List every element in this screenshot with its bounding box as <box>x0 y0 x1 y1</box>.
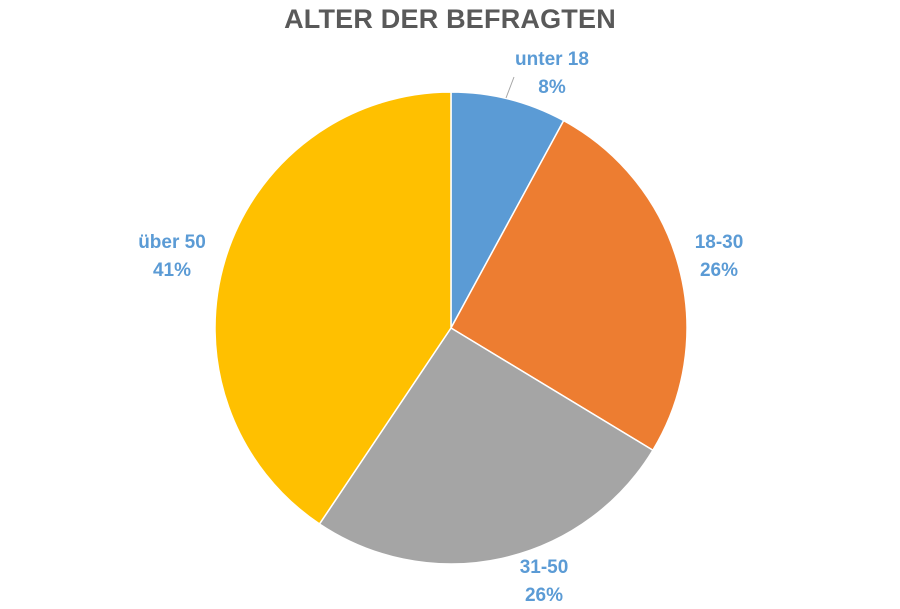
pie-slice-über-50 <box>214 91 452 526</box>
slice-value-label: 26% <box>700 260 738 281</box>
slice-category-label: unter 18 <box>515 49 589 70</box>
data-labels: unter 18 8% 18-30 26% 31-50 26% über 50 41% <box>138 49 743 606</box>
slice-value-label: 26% <box>525 585 563 606</box>
slice-category-label: über 50 <box>138 232 206 253</box>
slice-category-label: 31-50 <box>520 557 569 578</box>
pie-slice-unter-18 <box>450 91 565 329</box>
slice-category-label: 18-30 <box>695 232 744 253</box>
slice-value-label: 41% <box>153 260 191 281</box>
pie-slice-18-30 <box>449 119 688 452</box>
chart-title: ALTER DER BEFRAGTEN <box>284 4 616 34</box>
leader-line-unter-18 <box>505 76 515 99</box>
leader-lines <box>505 76 515 99</box>
pie-slice-31-50 <box>318 326 654 565</box>
slice-value-label: 8% <box>538 77 566 98</box>
pie-slices <box>214 91 688 565</box>
